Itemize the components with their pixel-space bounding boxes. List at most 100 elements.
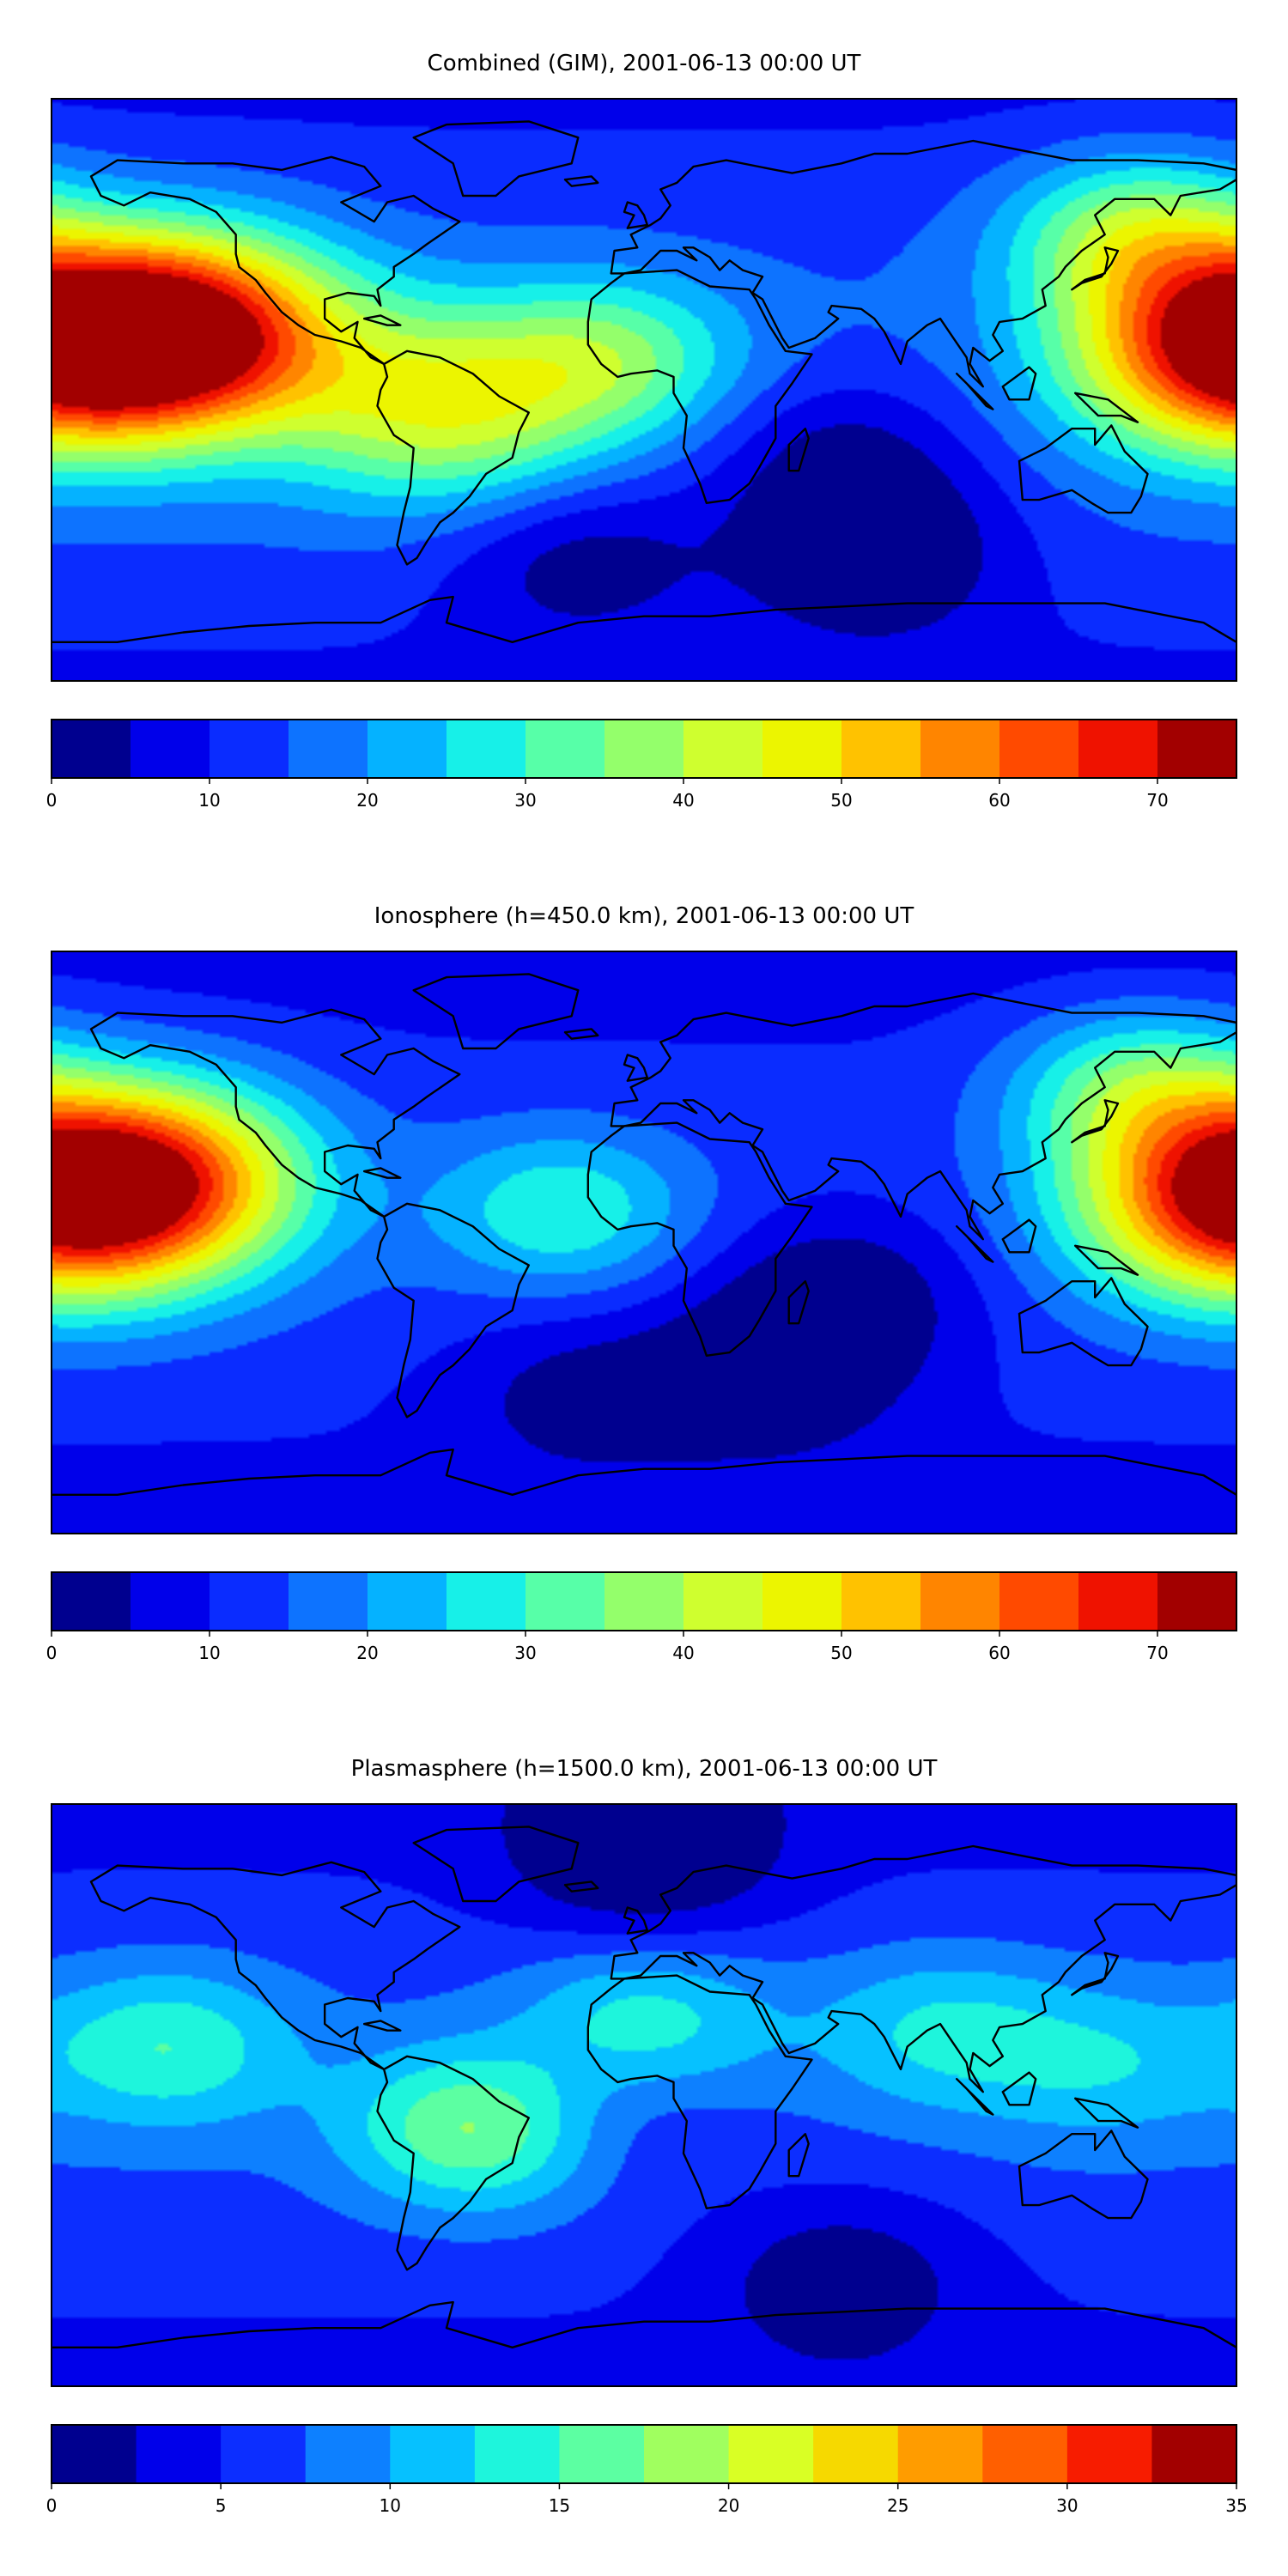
colorbar-segment bbox=[289, 1572, 368, 1631]
coastline bbox=[376, 349, 530, 566]
colorbar-segment bbox=[131, 1572, 210, 1631]
colorbar-segment bbox=[1078, 720, 1158, 778]
colorbar-segment bbox=[474, 2425, 560, 2483]
coastline bbox=[1071, 246, 1120, 291]
colorbar-tick-label: 30 bbox=[1056, 2495, 1078, 2516]
colorbar-combined: 0 10 20 30 40 50 60 70 bbox=[46, 719, 1237, 811]
coastline bbox=[787, 1280, 810, 1325]
panel-title: Ionosphere (h=450.0 km), 2001-06-13 00:0… bbox=[374, 903, 914, 929]
colorbar-tick-label: 25 bbox=[887, 2495, 908, 2516]
colorbar-segment bbox=[920, 720, 1000, 778]
colorbar-segment bbox=[683, 720, 763, 778]
coastline bbox=[1001, 2071, 1037, 2106]
map-frame bbox=[51, 951, 1237, 1534]
colorbar-tick-label: 10 bbox=[198, 790, 220, 811]
colorbar-segment bbox=[52, 2425, 137, 2483]
colorbar-segment bbox=[289, 720, 368, 778]
colorbar-ionosphere: 0 10 20 30 40 50 60 70 bbox=[46, 1571, 1237, 1663]
coastline bbox=[89, 155, 461, 366]
panel-plasmasphere: Plasmasphere (h=1500.0 km), 2001-06-13 0… bbox=[46, 1756, 1248, 2516]
colorbar-segment bbox=[526, 720, 605, 778]
coastline bbox=[376, 1202, 530, 1419]
coastline bbox=[1074, 1244, 1139, 1276]
coastline bbox=[787, 428, 810, 472]
coastline bbox=[610, 992, 1236, 1241]
colorbar-tick-label: 30 bbox=[514, 1643, 536, 1663]
coastlines bbox=[52, 973, 1236, 1496]
panel-combined: Combined (GIM), 2001-06-13 00:00 UT 0 10 2… bbox=[46, 51, 1237, 811]
colorbar-tick-label: 60 bbox=[988, 1643, 1010, 1663]
coastline bbox=[1071, 1099, 1120, 1144]
colorbar-segment bbox=[841, 720, 921, 778]
colorbar-segment bbox=[447, 1572, 526, 1631]
colorbar-tick-label: 0 bbox=[46, 1643, 58, 1663]
map-frame bbox=[51, 98, 1237, 682]
colorbar-segment bbox=[210, 1572, 289, 1631]
colorbar-segment bbox=[390, 2425, 476, 2483]
coastline bbox=[1074, 2097, 1139, 2129]
colorbar-frame bbox=[51, 2424, 1237, 2484]
coastline bbox=[623, 1054, 648, 1082]
colorbar-segment bbox=[999, 720, 1079, 778]
coastline bbox=[1018, 2129, 1149, 2220]
coastline bbox=[412, 973, 580, 1050]
colorbar-segment bbox=[813, 2425, 899, 2483]
colorbar-segment bbox=[999, 1572, 1079, 1631]
coastline bbox=[52, 1448, 1236, 1496]
colorbar-segment bbox=[920, 1572, 1000, 1631]
colorbar-segment bbox=[605, 1572, 684, 1631]
coastline bbox=[610, 139, 1236, 388]
coastline bbox=[563, 1880, 599, 1893]
colorbar-segment bbox=[683, 1572, 763, 1631]
colorbar-segment bbox=[52, 720, 131, 778]
colorbar-segment bbox=[559, 2425, 645, 2483]
colorbar-segment bbox=[368, 720, 447, 778]
coastline bbox=[956, 373, 994, 410]
colorbar-segment bbox=[841, 1572, 921, 1631]
colorbar-frame bbox=[51, 719, 1237, 779]
coastline bbox=[1074, 392, 1139, 423]
coastline bbox=[363, 1167, 402, 1179]
coastline bbox=[586, 1974, 813, 2209]
coastline bbox=[586, 269, 813, 504]
coastline bbox=[412, 1826, 580, 1903]
coastline bbox=[623, 201, 648, 229]
colorbar-segment bbox=[762, 720, 842, 778]
colorbar-segment bbox=[136, 2425, 222, 2483]
colorbar-segment bbox=[52, 1572, 131, 1631]
colorbar-segment bbox=[644, 2425, 730, 2483]
colorbar-segment bbox=[1157, 720, 1237, 778]
heatmap-plasmasphere bbox=[52, 1804, 1236, 2386]
colorbar-segment bbox=[526, 1572, 605, 1631]
colorbar-segment bbox=[221, 2425, 307, 2483]
colorbar-segment bbox=[131, 720, 210, 778]
colorbar-tick-label: 40 bbox=[672, 790, 694, 811]
coastlines bbox=[52, 1826, 1236, 2348]
colorbar-segment bbox=[762, 1572, 842, 1631]
coastline bbox=[1018, 424, 1149, 514]
panel-ionosphere: Ionosphere (h=450.0 km), 2001-06-13 00:0… bbox=[46, 903, 1237, 1663]
colorbar-tick-label: 40 bbox=[672, 1643, 694, 1663]
colorbar-tick-label: 50 bbox=[830, 790, 852, 811]
colorbar-frame bbox=[51, 1571, 1237, 1631]
colorbar-segment bbox=[1066, 2425, 1152, 2483]
colorbar-segment bbox=[368, 1572, 447, 1631]
colorbar-tick-label: 20 bbox=[718, 2495, 739, 2516]
coastline bbox=[52, 2300, 1236, 2348]
colorbar-tick-label: 60 bbox=[988, 790, 1010, 811]
colorbar-segment bbox=[605, 720, 684, 778]
coastline bbox=[376, 2055, 530, 2271]
heatmap-ionosphere bbox=[52, 951, 1236, 1534]
colorbar-tick-label: 15 bbox=[549, 2495, 570, 2516]
coastline bbox=[412, 120, 580, 197]
coastline bbox=[586, 1121, 813, 1357]
heatmap-combined bbox=[52, 99, 1236, 681]
coastline bbox=[956, 2078, 994, 2116]
coastline bbox=[1071, 1952, 1120, 1996]
coastline bbox=[363, 2020, 402, 2032]
colorbar-tick-label: 50 bbox=[830, 1643, 852, 1663]
colorbar-tick-label: 0 bbox=[46, 790, 58, 811]
map-frame bbox=[51, 1803, 1237, 2387]
heatmap-raster bbox=[52, 99, 1236, 681]
